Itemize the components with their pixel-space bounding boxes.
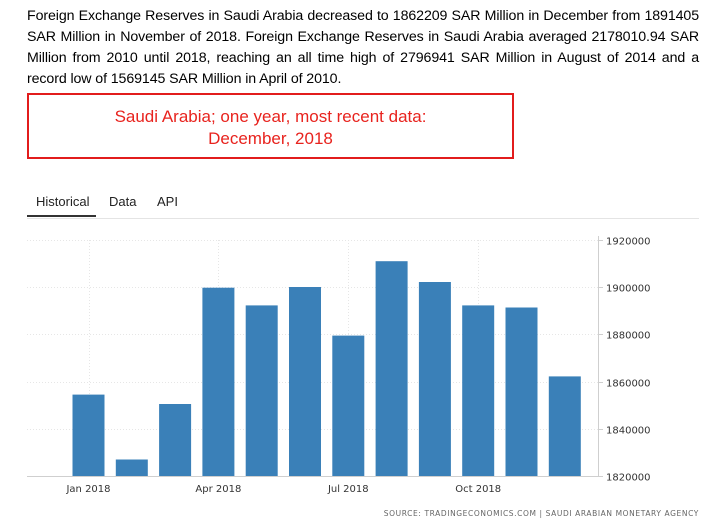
tab-historical[interactable]: Historical — [27, 190, 96, 217]
bar-jun-2018[interactable] — [289, 287, 321, 476]
y-tick-label: 1920000 — [606, 237, 651, 248]
y-tick-label: 1900000 — [606, 284, 651, 295]
bar-jul-2018[interactable] — [332, 335, 365, 476]
tab-data[interactable]: Data — [109, 194, 137, 209]
callout-line-1: Saudi Arabia; one year, most recent data… — [114, 107, 427, 126]
x-tick-label: Jul 2018 — [327, 484, 369, 495]
bar-jan-2018[interactable] — [72, 394, 105, 476]
x-tick-label: Jan 2018 — [65, 484, 110, 495]
chart-axes: 1820000 1840000 1860000 1880000 1900000 19200… — [27, 236, 651, 495]
chart-bars — [72, 261, 581, 477]
bar-sep-2018[interactable] — [418, 282, 451, 476]
description-text: Foreign Exchange Reserves in Saudi Arabi… — [27, 8, 699, 87]
x-tick-label: Oct 2018 — [455, 484, 501, 495]
bar-aug-2018[interactable] — [375, 261, 408, 476]
bar-may-2018[interactable] — [245, 305, 278, 476]
x-tick-label: Apr 2018 — [195, 484, 241, 495]
tab-api[interactable]: API — [157, 194, 178, 209]
y-tick-label: 1860000 — [606, 379, 651, 390]
source-credit: SOURCE: TRADINGECONOMICS.COM | SAUDI ARA… — [383, 509, 699, 518]
bar-dec-2018[interactable] — [548, 376, 581, 476]
y-tick-label: 1840000 — [606, 426, 651, 437]
bar-apr-2018[interactable] — [202, 287, 235, 476]
chart-tabs: Historical Data API — [27, 190, 699, 219]
callout-line-2: December, 2018 — [208, 129, 333, 148]
date-range-callout: Saudi Arabia; one year, most recent data… — [27, 93, 514, 159]
bar-oct-2018[interactable] — [462, 305, 495, 476]
bar-mar-2018[interactable] — [159, 404, 192, 476]
bar-nov-2018[interactable] — [505, 307, 538, 477]
bar-feb-2018[interactable] — [115, 459, 148, 477]
y-tick-label: 1820000 — [606, 473, 651, 484]
y-tick-label: 1880000 — [606, 331, 651, 342]
